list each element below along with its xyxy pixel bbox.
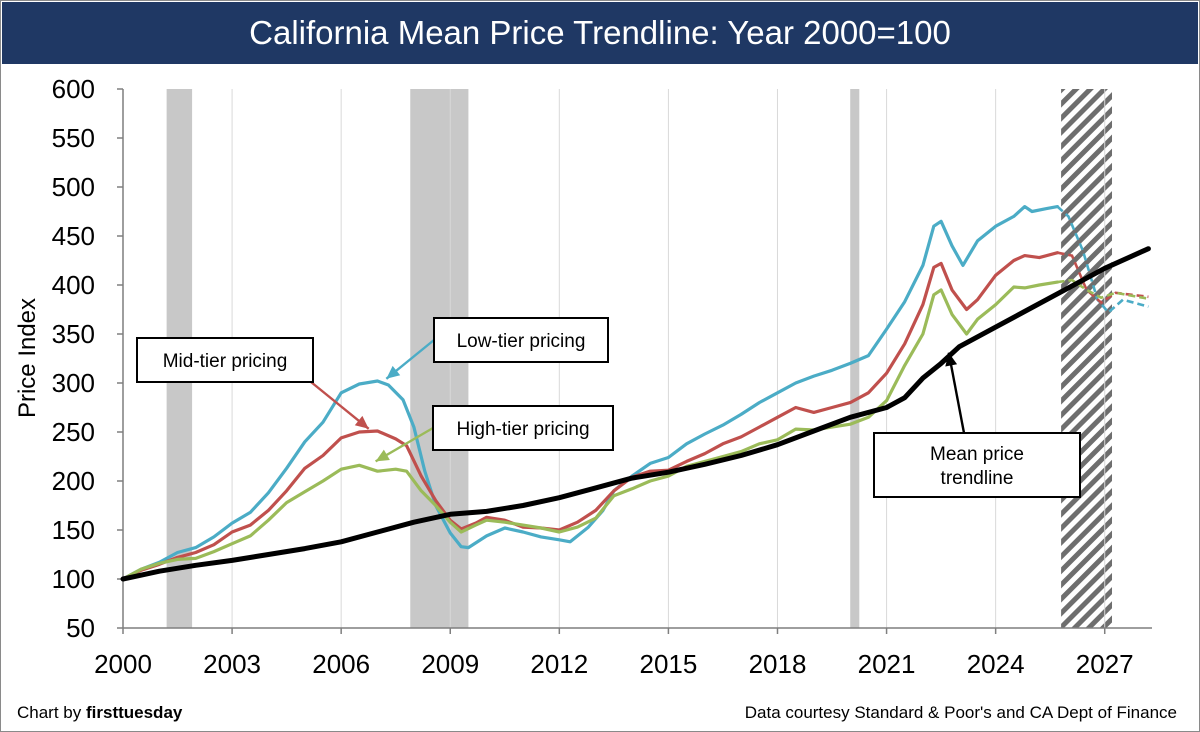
y-tick-label: 450 xyxy=(52,221,95,251)
x-tick-label: 2000 xyxy=(94,649,152,679)
y-tick-label: 200 xyxy=(52,466,95,496)
tick-labels: 50 100 150 200 250 300 350 400 450 500 550 600 2000 2… xyxy=(52,74,1134,679)
x-tick-label: 2018 xyxy=(749,649,807,679)
x-tick-label: 2012 xyxy=(530,649,588,679)
annotation-box xyxy=(873,432,1081,498)
y-tick-label: 500 xyxy=(52,172,95,202)
annotations: Mid-tier pricing Low-tier pricing High-tie… xyxy=(136,317,1081,498)
annotation-box xyxy=(432,405,614,451)
series-line-mean-price-trendline xyxy=(120,246,1151,582)
annotation-box xyxy=(136,337,314,383)
y-tick-label: 300 xyxy=(52,368,95,398)
chart-credit: Chart by firsttuesday xyxy=(17,703,182,723)
chart-canvas: 50 100 150 200 250 300 350 400 450 500 550 600 2000 2… xyxy=(14,74,1152,679)
y-tick-label: 550 xyxy=(52,123,95,153)
credit-prefix: Chart by xyxy=(17,703,86,722)
annotation-arrowhead xyxy=(945,352,958,367)
annotation-box xyxy=(433,317,609,363)
data-source-credit: Data courtesy Standard & Poor's and CA D… xyxy=(744,703,1177,722)
y-axis-label: Price Index xyxy=(14,298,41,418)
annotation-label: High-tier pricing xyxy=(456,419,589,440)
series-lines xyxy=(120,205,1151,582)
axes xyxy=(117,88,1152,634)
x-tick-label: 2006 xyxy=(312,649,370,679)
y-tick-label: 250 xyxy=(52,417,95,447)
annotation-arrowhead xyxy=(375,449,390,462)
series-line-mid-tier-pricing xyxy=(121,251,1060,581)
y-tick-label: 50 xyxy=(66,613,95,643)
shaded-bands xyxy=(166,89,1113,628)
annotation-arrowhead xyxy=(386,365,401,379)
y-tick-label: 150 xyxy=(52,515,95,545)
x-tick-label: 2003 xyxy=(203,649,261,679)
recession-band xyxy=(850,89,860,628)
credit-brand: firsttuesday xyxy=(85,703,183,722)
annotation-label: Mean price xyxy=(930,444,1024,465)
y-tick-label: 400 xyxy=(52,270,95,300)
y-tick-label: 100 xyxy=(52,564,95,594)
x-tick-label: 2021 xyxy=(858,649,916,679)
y-tick-label: 600 xyxy=(52,74,95,104)
x-tick-label: 2009 xyxy=(421,649,479,679)
annotation-label: trendline xyxy=(941,468,1014,489)
forecast-band xyxy=(1061,89,1113,628)
gridlines xyxy=(231,89,1106,628)
x-tick-label: 2027 xyxy=(1076,649,1134,679)
annotation-arrow xyxy=(947,352,966,434)
y-tick-label: 350 xyxy=(52,319,95,349)
annotation-arrowhead xyxy=(354,415,369,429)
annotation-label: Low-tier pricing xyxy=(457,331,586,352)
x-tick-label: 2024 xyxy=(967,649,1025,679)
annotation-label: Mid-tier pricing xyxy=(163,351,288,372)
x-tick-label: 2015 xyxy=(639,649,697,679)
series-line-high-tier-pricing xyxy=(121,280,1060,581)
series-forecast-high-tier-pricing xyxy=(1057,278,1149,300)
chart-title: California Mean Price Trendline: Year 20… xyxy=(2,2,1198,64)
